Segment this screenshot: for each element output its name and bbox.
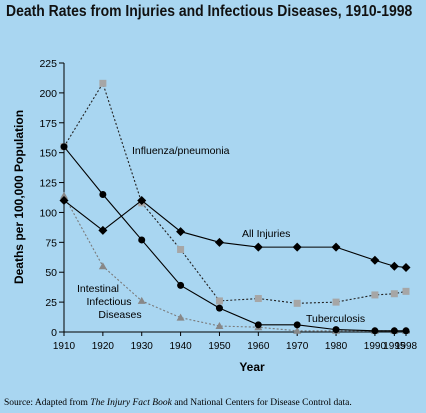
data-point-all-injuries <box>292 242 302 252</box>
x-axis-title: Year <box>239 360 265 374</box>
y-tick-label: 50 <box>45 267 57 279</box>
y-tick-label: 75 <box>45 237 57 249</box>
label-tuberculosis: Tuberculosis <box>306 313 365 325</box>
data-point-all-injuries <box>253 242 263 252</box>
data-point-all-injuries <box>137 195 147 205</box>
x-tick-label: 1995 <box>383 341 406 352</box>
chart-title: Death Rates from Injuries and Infectious… <box>6 3 413 20</box>
data-point-influenza-pneumonia <box>177 246 185 254</box>
y-tick-label: 225 <box>39 58 57 70</box>
data-point-intestinal-infectious-diseases <box>176 313 185 321</box>
y-tick-label: 125 <box>39 178 57 190</box>
data-point-influenza-pneumonia <box>390 290 398 298</box>
data-point-intestinal-infectious-diseases <box>215 322 224 330</box>
series-influenza-pneumonia <box>60 79 410 307</box>
data-point-tuberculosis <box>177 281 185 289</box>
y-tick-label: 100 <box>39 207 57 219</box>
data-point-tuberculosis <box>371 327 379 335</box>
data-point-influenza-pneumonia <box>293 299 301 307</box>
series-tuberculosis <box>60 143 410 335</box>
data-point-all-injuries <box>401 262 411 272</box>
data-point-tuberculosis <box>254 321 262 329</box>
data-point-all-injuries <box>98 225 108 235</box>
series-all-injuries <box>59 195 411 272</box>
source-prefix: Source: Adapted from <box>4 398 91 408</box>
label-influenza-pneumonia: Influenza/pneumonia <box>132 145 230 157</box>
x-tick-label: 1950 <box>208 341 231 352</box>
x-tick-label: 1960 <box>247 341 270 352</box>
x-tick-label: 1920 <box>92 341 115 352</box>
x-tick-label: 1970 <box>286 341 309 352</box>
label-all-injuries: All Injuries <box>242 228 290 240</box>
data-point-tuberculosis <box>215 304 223 312</box>
data-point-influenza-pneumonia <box>402 287 410 295</box>
series-labels: Influenza/pneumonia All Injuries Tuberculo… <box>77 145 365 325</box>
source-suffix: and National Centers for Disease Control… <box>171 398 352 408</box>
series-layer <box>59 79 411 335</box>
series-line-influenza-pneumonia <box>63 82 407 304</box>
x-tick-label: 1940 <box>169 341 192 352</box>
y-tick-label: 150 <box>39 148 57 160</box>
data-point-tuberculosis <box>60 143 68 151</box>
data-point-all-injuries <box>176 227 186 237</box>
x-axis-ticks: 1910 1920 1930 1940 1950 1960 1970 1980 19901995… <box>53 332 418 352</box>
data-point-intestinal-infectious-diseases <box>60 191 68 199</box>
data-point-all-injuries <box>214 237 224 247</box>
data-point-influenza-pneumonia <box>371 291 379 299</box>
series-line-all-injuries <box>63 199 407 268</box>
data-point-all-injuries <box>389 261 399 271</box>
y-tick-label: 25 <box>45 297 57 309</box>
y-tick-label: 200 <box>39 88 57 100</box>
y-axis-ticks: 0 25 50 75 100 125 150 175 200 225 <box>39 58 64 339</box>
data-point-intestinal-infectious-diseases <box>137 296 146 304</box>
x-tick-label: 1930 <box>131 341 154 352</box>
source-note: Source: Adapted from The Injury Fact Boo… <box>4 398 352 408</box>
data-point-influenza-pneumonia <box>215 297 223 305</box>
data-point-all-injuries <box>59 195 69 205</box>
data-point-tuberculosis <box>332 326 340 334</box>
data-point-all-injuries <box>331 242 341 252</box>
data-point-all-injuries <box>370 255 380 265</box>
label-intestinal-line-1: Intestinal <box>77 283 119 295</box>
x-tick-label: 1990 <box>364 341 387 352</box>
data-point-tuberculosis <box>390 327 398 335</box>
data-point-influenza-pneumonia <box>99 79 107 87</box>
y-axis-title: Deaths per 100,000 Population <box>12 110 26 284</box>
label-intestinal-line-2: Infectious <box>87 296 132 308</box>
x-tick-label: 1910 <box>53 341 76 352</box>
x-tick-label: 1998 <box>395 341 418 352</box>
x-tick-label: 1980 <box>325 341 348 352</box>
source-publication: The Injury Fact Book <box>90 398 172 408</box>
data-point-intestinal-infectious-diseases <box>98 262 107 270</box>
data-point-influenza-pneumonia <box>332 298 340 306</box>
data-point-tuberculosis <box>293 321 301 329</box>
data-point-intestinal-infectious-diseases <box>293 326 302 334</box>
data-point-tuberculosis <box>402 327 410 335</box>
y-tick-label: 175 <box>39 118 57 130</box>
data-point-influenza-pneumonia <box>254 295 262 303</box>
y-tick-label: 0 <box>51 327 57 339</box>
label-intestinal-line-3: Diseases <box>98 309 141 321</box>
data-point-tuberculosis <box>99 191 107 199</box>
data-point-tuberculosis <box>138 236 146 244</box>
